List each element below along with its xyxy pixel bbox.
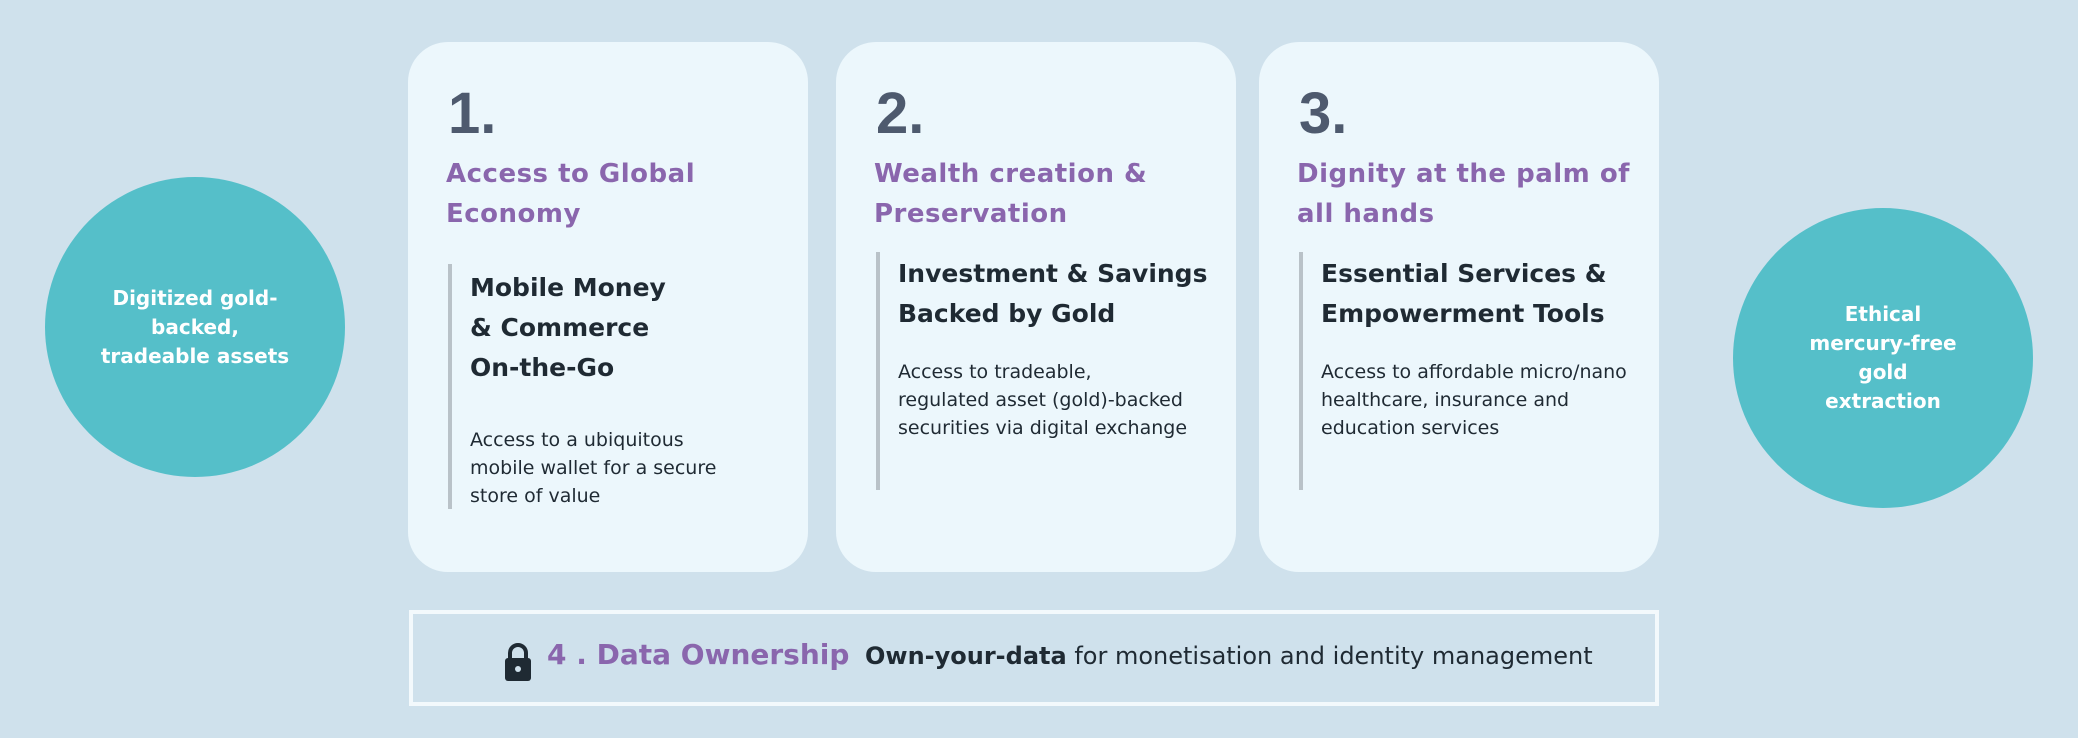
bold-text: Own-your-data bbox=[865, 642, 1067, 670]
card-number: 3. bbox=[1299, 81, 1348, 146]
card-divider bbox=[1299, 252, 1303, 490]
card-divider bbox=[876, 252, 880, 490]
card-3: 3. Dignity at the palm of all hands Esse… bbox=[1259, 42, 1659, 572]
left-circle: Digitized gold-backed, tradeable assets bbox=[45, 177, 345, 477]
card-1: 1. Access to Global Economy Mobile Money… bbox=[408, 42, 808, 572]
card-heading: Wealth creation & Preservation bbox=[874, 159, 1148, 229]
description-text: for monetisation and identity management bbox=[1066, 642, 1593, 670]
data-ownership-title: 4 . Data Ownership bbox=[547, 638, 850, 671]
card-subheading: Essential Services & Empowerment Tools bbox=[1321, 259, 1607, 328]
right-circle: Ethical mercury-free gold extraction bbox=[1733, 208, 2033, 508]
card-body: Access to a ubiquitous mobile wallet for… bbox=[470, 429, 717, 507]
data-ownership-banner: 4 . Data Ownership Own-your-data for mon… bbox=[409, 610, 1659, 706]
card-subheading: Investment & Savings Backed by Gold bbox=[898, 259, 1208, 328]
card-body: Access to tradeable, regulated asset (go… bbox=[898, 361, 1188, 439]
card-body: Access to affordable micro/nano healthca… bbox=[1321, 361, 1627, 439]
card-heading: Dignity at the palm of all hands bbox=[1297, 159, 1630, 229]
card-number: 2. bbox=[876, 81, 925, 146]
card-number: 1. bbox=[448, 81, 497, 146]
card-heading: Access to Global Economy bbox=[446, 159, 696, 229]
data-ownership-text: Own-your-data for monetisation and ident… bbox=[865, 642, 1593, 670]
left-circle-label: Digitized gold-backed, tradeable assets bbox=[100, 285, 290, 368]
card-divider bbox=[448, 264, 452, 509]
card-subheading: Mobile Money & Commerce On-the-Go bbox=[470, 273, 666, 382]
lock-icon bbox=[505, 643, 531, 681]
card-2: 2. Wealth creation & Preservation Invest… bbox=[836, 42, 1236, 572]
right-circle-label: Ethical mercury-free gold extraction bbox=[1809, 302, 1957, 413]
